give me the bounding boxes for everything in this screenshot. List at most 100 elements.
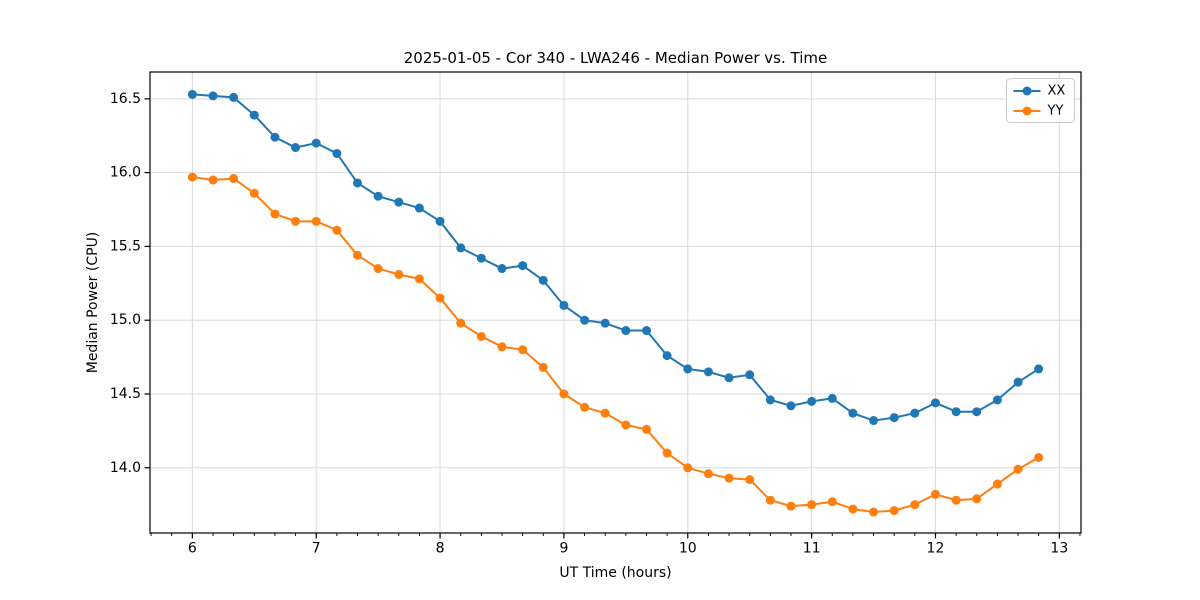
series-yy-marker (889, 506, 899, 516)
series-yy-marker (580, 402, 590, 412)
series-xx-marker (1013, 377, 1023, 387)
series-yy-marker (497, 342, 507, 352)
series-yy-marker (229, 174, 239, 184)
series-xx-marker (972, 407, 982, 417)
series-yy-marker (600, 408, 610, 418)
x-tick-label: 11 (803, 541, 821, 557)
series-yy-marker (807, 500, 817, 510)
series-yy-marker (1013, 464, 1023, 474)
y-tick-label: 16.0 (110, 165, 141, 181)
series-yy-marker (683, 463, 693, 473)
series-yy-marker (476, 331, 486, 341)
series-yy-marker (435, 293, 445, 303)
series-yy-marker (518, 345, 528, 355)
legend-label-xx: XX (1048, 84, 1066, 99)
series-yy-marker (786, 501, 796, 511)
legend-label-yy: YY (1047, 104, 1064, 119)
series-xx-marker (456, 243, 466, 253)
series-xx-marker (373, 191, 383, 201)
x-tick-label: 8 (436, 541, 445, 557)
series-yy-marker (869, 507, 879, 517)
series-yy-marker (703, 469, 713, 479)
series-xx-marker (807, 396, 817, 406)
series-xx-marker (662, 351, 672, 361)
chart-title: 2025-01-05 - Cor 340 - LWA246 - Median P… (404, 49, 828, 67)
series-yy-line (192, 176, 1040, 514)
series-xx-marker (476, 253, 486, 263)
series-xx-marker (621, 326, 631, 336)
series-yy-marker (559, 389, 569, 399)
series-xx-marker (311, 138, 321, 148)
series-yy-marker (972, 494, 982, 504)
series-xx-marker (951, 407, 961, 417)
series-xx-marker (1034, 364, 1044, 374)
series-xx-marker (187, 89, 197, 99)
x-tick-label: 6 (188, 541, 197, 557)
axes-spines (149, 71, 1082, 534)
x-tick-label: 10 (679, 541, 697, 557)
series-yy-marker (373, 264, 383, 274)
series-yy-marker (724, 473, 734, 483)
y-tick-label: 15.0 (110, 312, 141, 328)
series-xx-marker (930, 398, 940, 408)
series-yy-marker (332, 225, 342, 235)
series-yy-marker (352, 250, 362, 260)
series-xx-marker (352, 178, 362, 188)
legend-marker-sample (1022, 106, 1032, 116)
series-yy-marker (291, 216, 301, 226)
series-xx-marker (765, 395, 775, 405)
series-yy-marker (414, 274, 424, 284)
series-xx-marker (600, 318, 610, 328)
series-xx-marker (992, 395, 1002, 405)
x-tick-label: 12 (927, 541, 945, 557)
series-yy-marker (394, 269, 404, 279)
series-xx-marker (745, 370, 755, 380)
series-yy-marker (456, 318, 466, 328)
series-xx-marker (683, 364, 693, 374)
series-yy-marker (951, 495, 961, 505)
plot-area: 6 7 8 9 10 11 12 13 14.0 14.5 15.0 15.5 16.0 16.5 XX YY (110, 71, 1082, 557)
series-xx-marker (910, 408, 920, 418)
series-xx-marker (724, 373, 734, 383)
series-xx-marker (703, 367, 713, 377)
series-xx-marker (332, 148, 342, 158)
series-yy-marker (538, 362, 548, 372)
series-xx-marker (642, 326, 652, 336)
series-xx-marker (538, 275, 548, 285)
series-yy-marker (621, 420, 631, 430)
y-tick-label: 14.0 (110, 460, 141, 476)
series-yy-marker (187, 172, 197, 182)
series-yy-marker (249, 188, 259, 198)
series-xx-marker (580, 315, 590, 325)
series-yy-marker (930, 489, 940, 499)
series-xx-marker (889, 413, 899, 423)
series-yy-marker (745, 475, 755, 485)
series-xx-marker (869, 416, 879, 426)
series-xx-marker (786, 401, 796, 411)
series-xx-marker (291, 143, 301, 153)
series-xx-marker (559, 300, 569, 310)
x-tick-label: 7 (312, 541, 321, 557)
y-tick-label: 14.5 (110, 386, 141, 402)
series-yy-marker (992, 479, 1002, 489)
series-yy-marker (270, 209, 280, 219)
series-xx-marker (270, 132, 280, 142)
series-yy-marker (910, 500, 920, 510)
y-tick-label: 16.5 (110, 91, 141, 107)
series-xx-marker (827, 393, 837, 403)
series-yy-marker (662, 448, 672, 458)
series-xx-marker (208, 91, 218, 101)
series-xx-marker (414, 203, 424, 213)
series-xx-marker (394, 197, 404, 207)
x-tick-label: 9 (559, 541, 568, 557)
series-yy-marker (311, 216, 321, 226)
y-axis-label: Median Power (CPU) (85, 232, 101, 374)
series-xx-marker (249, 110, 259, 120)
series-xx-marker (229, 92, 239, 102)
series-yy-marker (1034, 452, 1044, 462)
series-yy-marker (848, 504, 858, 514)
y-tick-label: 15.5 (110, 238, 141, 254)
series-xx-marker (497, 264, 507, 274)
